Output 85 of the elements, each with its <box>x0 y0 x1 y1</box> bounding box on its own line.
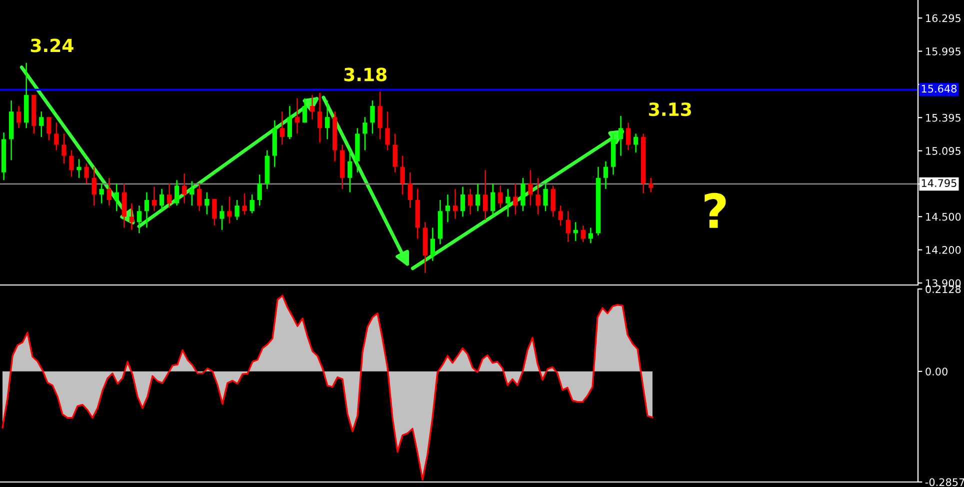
candlestick <box>174 179 180 206</box>
candlestick <box>520 177 526 212</box>
candlestick <box>452 188 458 220</box>
annotation: 3.13 <box>649 102 691 116</box>
candlestick <box>536 177 540 216</box>
y-tick-label: 0.2128 <box>926 285 961 294</box>
y-tick-label: -0.2857 <box>925 478 964 486</box>
candlestick <box>550 185 556 218</box>
candlestick <box>287 105 292 140</box>
candlestick <box>280 110 285 146</box>
candlestick <box>633 133 638 154</box>
candlestick <box>348 150 352 193</box>
candlestick <box>106 177 112 206</box>
candlestick <box>506 188 510 218</box>
candlestick <box>182 172 187 204</box>
candlestick <box>220 204 224 231</box>
candlestick <box>513 182 518 216</box>
candlestick <box>408 172 412 208</box>
candlestick <box>603 160 608 190</box>
candlestick <box>475 182 480 212</box>
candlestick <box>528 170 533 206</box>
candlestick <box>144 192 150 228</box>
candlestick <box>166 182 172 208</box>
ref-line-label: 14.795 <box>922 179 956 188</box>
candlestick <box>648 177 654 193</box>
candlestick <box>498 185 503 208</box>
candlestick <box>242 192 247 216</box>
candlestick <box>197 182 202 212</box>
candlestick <box>400 155 405 196</box>
candlestick <box>362 116 368 151</box>
candlestick <box>490 182 496 216</box>
candlestick <box>159 188 164 211</box>
y-tick-label: 0.00 <box>926 368 948 376</box>
candlestick <box>250 194 254 214</box>
candlestick <box>76 158 82 179</box>
candlestick <box>114 182 119 212</box>
candlestick <box>324 100 330 140</box>
candlestick <box>310 94 315 120</box>
candlestick <box>136 204 142 234</box>
candlestick <box>69 150 74 178</box>
candlestick <box>392 133 398 173</box>
candlestick <box>430 227 435 262</box>
y-tick-label: 15.095 <box>926 147 960 155</box>
y-tick-label: 15.995 <box>926 47 960 56</box>
y-tick-label: 16.295 <box>926 14 960 22</box>
candlestick <box>294 98 300 134</box>
candlestick <box>92 166 96 206</box>
candlestick <box>227 196 232 224</box>
candlestick <box>445 194 450 223</box>
candlestick <box>378 90 382 140</box>
y-tick-label: 14.500 <box>926 212 961 221</box>
candlestick <box>558 204 563 226</box>
candlestick <box>39 110 44 138</box>
candlestick <box>152 186 157 212</box>
candlestick <box>317 92 322 144</box>
candlestick <box>204 192 210 216</box>
annotation: 3.18 <box>344 68 387 82</box>
annotation: 3.24 <box>30 38 74 52</box>
candlestick <box>257 174 262 206</box>
candlestick <box>543 182 548 212</box>
candlestick <box>129 202 134 231</box>
candlestick <box>62 133 66 164</box>
candlestick <box>84 162 89 184</box>
candlestick <box>588 227 594 244</box>
candlestick <box>212 198 217 226</box>
y-tick-label: 14.200 <box>926 246 961 254</box>
candlestick <box>46 116 52 141</box>
candlestick <box>370 100 375 134</box>
candlestick <box>468 188 473 216</box>
candlestick <box>54 122 59 151</box>
candlestick <box>16 105 22 129</box>
candlestick <box>460 186 466 218</box>
annotation: ? <box>704 192 726 228</box>
candlestick <box>234 199 240 221</box>
y-tick-label: 15.395 <box>926 114 960 122</box>
ref-line-label: 15.648 <box>922 84 956 93</box>
candlestick <box>190 180 194 206</box>
candlestick <box>580 224 586 243</box>
candlestick <box>626 122 631 151</box>
candlestick <box>566 210 570 243</box>
candlestick <box>99 182 104 204</box>
candlestick <box>385 110 390 151</box>
candlestick <box>483 170 488 221</box>
candlestick <box>618 115 624 156</box>
candlestick <box>302 98 308 124</box>
